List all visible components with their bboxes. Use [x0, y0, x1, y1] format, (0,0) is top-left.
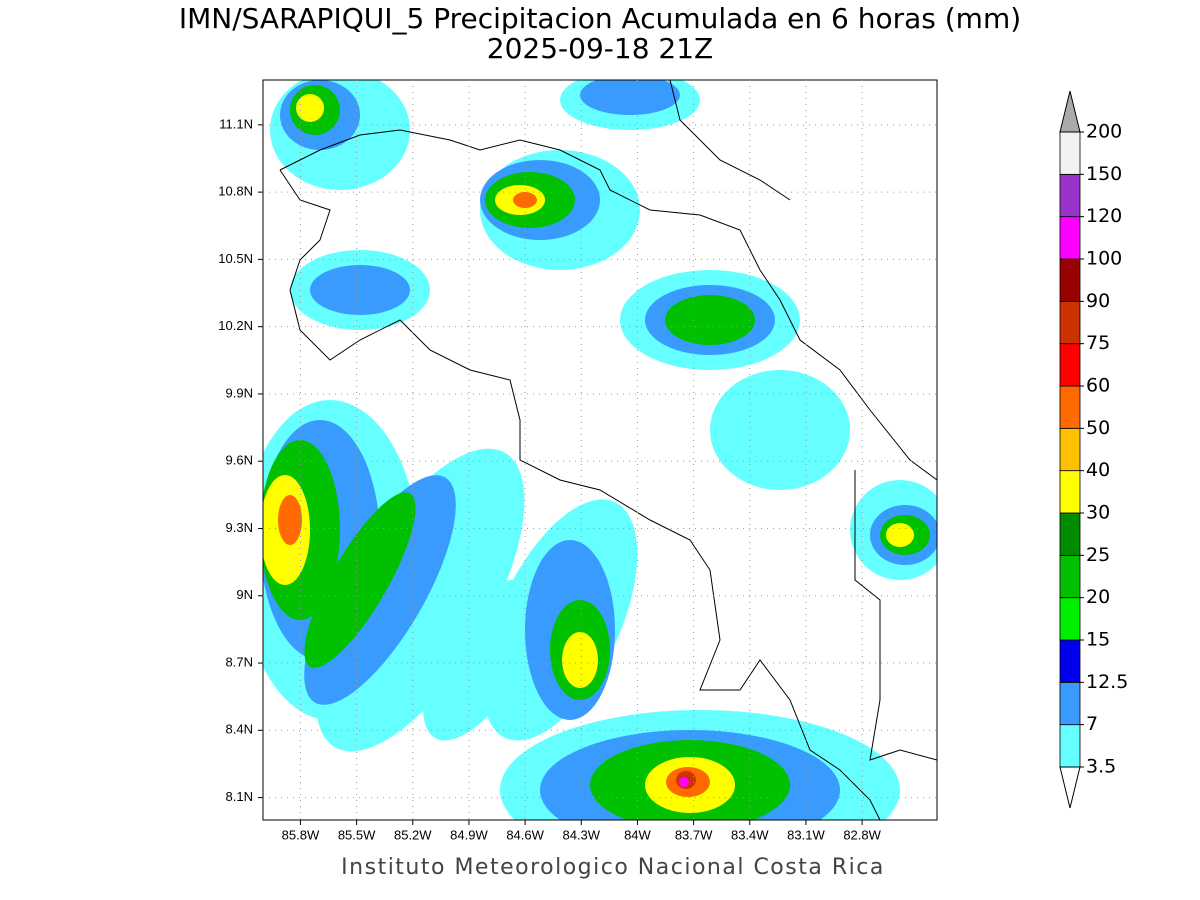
colorbar-label: 20: [1086, 586, 1110, 608]
colorbar-label: 50: [1086, 417, 1110, 439]
colorbar-label: 90: [1086, 290, 1110, 312]
y-tick-label: 10.2N: [218, 318, 253, 333]
colorbar-label: 60: [1086, 375, 1110, 397]
colorbar-swatch: [1059, 131, 1081, 175]
y-tick-label: 9N: [236, 587, 253, 602]
colorbar-swatch: [1059, 258, 1081, 302]
x-tick-label: 85.2W: [394, 827, 432, 842]
y-tick-label: 10.5N: [218, 251, 253, 266]
colorbar-swatch: [1059, 639, 1081, 683]
colorbar-swatch: [1059, 597, 1081, 641]
colorbar-label: 120: [1086, 205, 1122, 227]
colorbar-under: [1059, 766, 1081, 809]
x-tick-label: 84.9W: [450, 827, 488, 842]
colorbar-label: 30: [1086, 502, 1110, 524]
colorbar-label: 150: [1086, 163, 1122, 185]
colorbar-label: 12.5: [1086, 671, 1128, 693]
colorbar-swatch: [1059, 681, 1081, 726]
footer: Instituto Meteorologico Nacional Costa R…: [341, 855, 885, 880]
x-tick-label: 84.3W: [562, 827, 600, 842]
y-tick-label: 10.8N: [218, 184, 253, 199]
x-tick-label: 83.7W: [675, 827, 713, 842]
y-tick-label: 8.4N: [226, 722, 253, 737]
x-tick-label: 85.8W: [282, 827, 320, 842]
colorbar-swatch: [1059, 470, 1081, 514]
colorbar-swatch: [1059, 343, 1081, 387]
coastline: [279, 80, 937, 820]
colorbar-swatch: [1059, 554, 1081, 599]
y-tick-label: 11.1N: [219, 116, 253, 131]
y-tick-label: 9.6N: [226, 453, 253, 468]
x-tick-label: 84.6W: [506, 827, 544, 842]
colorbar-label: 100: [1086, 248, 1122, 270]
colorbar-swatch: [1059, 385, 1081, 429]
map-frame: [262, 79, 938, 821]
precip-field: [263, 80, 937, 820]
colorbar-label: 75: [1086, 332, 1110, 354]
colorbar-label: 3.5: [1086, 756, 1116, 778]
title: IMN/SARAPIQUI_5 Precipitacion Acumulada …: [179, 2, 1021, 35]
colorbar-label: 40: [1086, 459, 1110, 481]
y-tick-label: 8.7N: [226, 654, 253, 669]
x-tick-label: 83.1W: [787, 827, 825, 842]
colorbar-swatch: [1059, 512, 1081, 556]
colorbar-swatch: [1059, 300, 1081, 345]
colorbar-label: 25: [1086, 544, 1110, 566]
x-tick-label: 83.4W: [731, 827, 769, 842]
colorbar-swatch: [1059, 427, 1081, 472]
colorbar-over: [1059, 90, 1081, 133]
colorbar-label: 200: [1086, 121, 1122, 143]
y-tick-label: 8.1N: [226, 789, 253, 804]
colorbar-swatch: [1059, 724, 1081, 768]
colorbar-swatch: [1059, 216, 1081, 260]
x-tick-label: 85.5W: [338, 827, 376, 842]
y-tick-label: 9.9N: [226, 385, 253, 400]
colorbar-label: 7: [1086, 713, 1098, 735]
colorbar-swatch: [1059, 173, 1081, 218]
x-tick-label: 84W: [624, 827, 651, 842]
y-tick-label: 9.3N: [226, 520, 253, 535]
x-tick-label: 82.8W: [843, 827, 881, 842]
colorbar-label: 15: [1086, 629, 1110, 651]
subtitle: 2025-09-18 21Z: [487, 32, 713, 65]
